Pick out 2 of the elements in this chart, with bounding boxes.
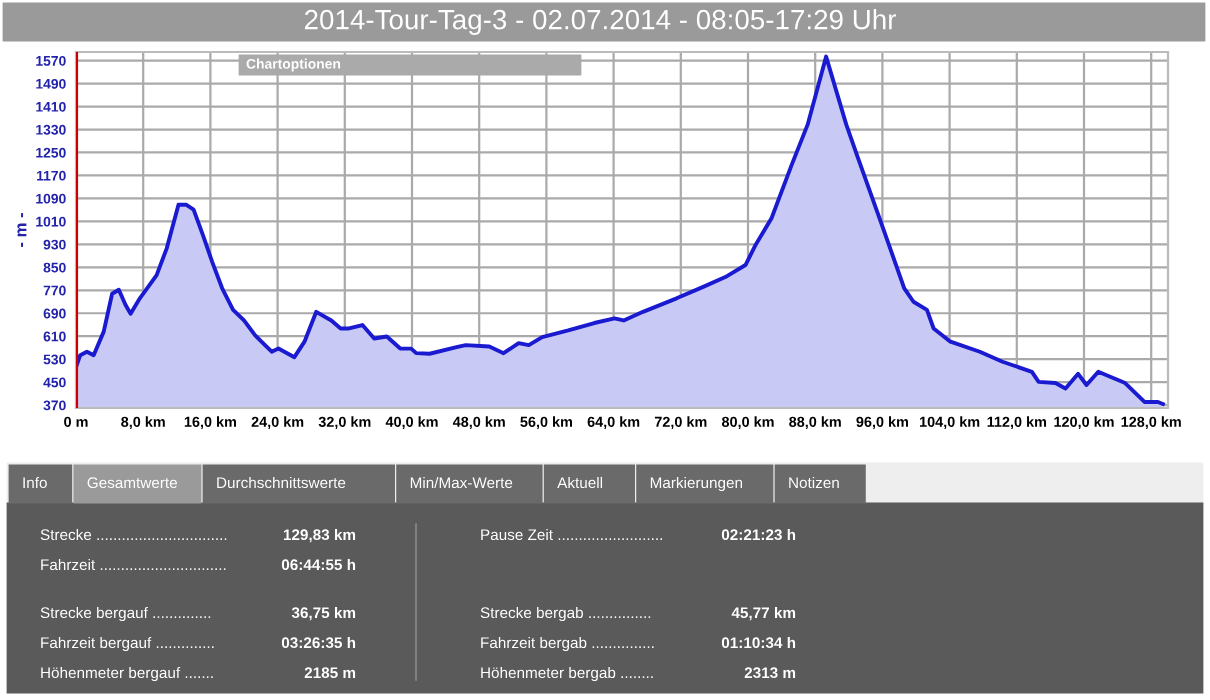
chart-title: 2014-Tour-Tag-3 - 02.07.2014 - 08:05-17:29 Uhr [304,9,897,35]
y-axis-title: - m - [17,213,27,247]
